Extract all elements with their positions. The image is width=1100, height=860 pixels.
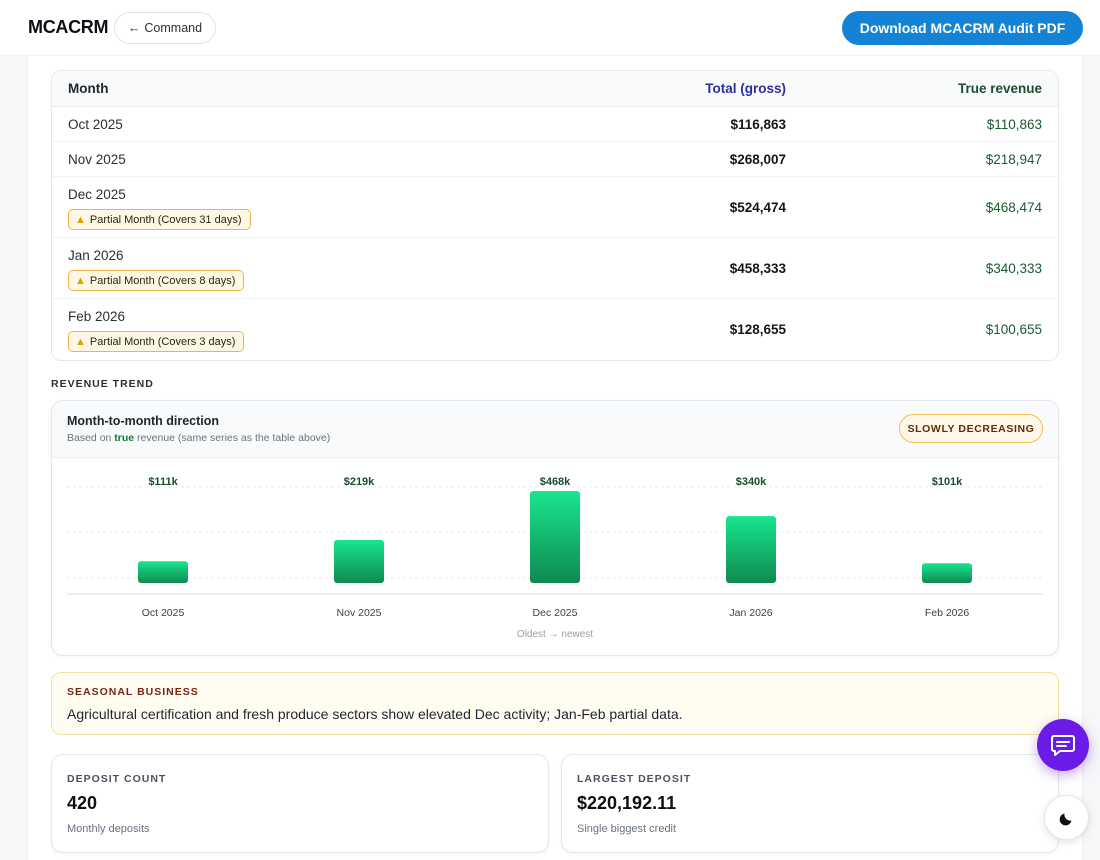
cell-total-gross: $116,863 <box>730 117 786 132</box>
table-row: Jan 2026 $458,333 $340,333 ▲ Partial Month (… <box>52 238 1058 299</box>
x-tick-label: Dec 2025 <box>533 607 578 619</box>
theme-toggle-button[interactable] <box>1044 795 1089 840</box>
revenue-bar-chart: $111k Oct 2025 $219k Nov 2025 $468k Dec 2025 $… <box>67 476 1043 640</box>
cell-month: Dec 2025 <box>68 187 126 202</box>
cell-total-gross: $524,474 <box>729 200 786 215</box>
chat-button[interactable] <box>1037 719 1089 771</box>
table-row: Oct 2025 $116,863 $110,863 <box>52 107 1058 142</box>
stat-label: DEPOSIT COUNT <box>67 773 167 785</box>
command-button[interactable]: ← Command <box>114 12 216 44</box>
x-tick-label: Oct 2025 <box>142 607 185 619</box>
stat-value: $220,192.11 <box>577 793 677 813</box>
cell-true-revenue: $340,333 <box>985 261 1042 276</box>
chat-icon <box>1051 735 1075 756</box>
table-row: Feb 2026 $128,655 $100,655 ▲ Partial Month (… <box>52 299 1058 360</box>
seasonal-label: SEASONAL BUSINESS <box>67 686 199 698</box>
bar-jan-2026 <box>726 516 776 583</box>
largest-deposit-card: LARGEST DEPOSIT $220,192.11 Single bigge… <box>561 754 1059 853</box>
data-label: $219k <box>344 476 375 488</box>
cell-month: Feb 2026 <box>68 309 126 324</box>
cell-total-gross: $128,655 <box>729 322 786 337</box>
trend-status-badge: SLOWLY DECREASING <box>899 414 1043 443</box>
monthly-revenue-table: Month Total (gross) True revenue Oct 202… <box>51 70 1059 361</box>
table-row: Dec 2025 $524,474 $468,474 ▲ Partial Month (… <box>52 177 1058 238</box>
column-true-revenue: True revenue <box>957 81 1042 96</box>
x-axis-note: Oldest → newest <box>517 629 593 640</box>
revenue-trend-card: Month-to-month direction Based on true r… <box>51 400 1059 656</box>
trend-card-header: Month-to-month direction Based on true r… <box>52 401 1058 458</box>
cell-true-revenue: $100,655 <box>985 322 1042 337</box>
cell-true-revenue: $468,474 <box>985 200 1042 215</box>
data-label: $468k <box>540 476 571 488</box>
cell-true-revenue: $110,863 <box>986 117 1042 132</box>
revenue-trend-heading: REVENUE TREND <box>51 378 154 390</box>
command-label: Command <box>144 21 203 35</box>
trend-title: Month-to-month direction <box>67 414 220 428</box>
cell-total-gross: $268,007 <box>729 152 786 167</box>
cell-month: Nov 2025 <box>68 152 126 167</box>
table-header: Month Total (gross) True revenue <box>52 71 1058 107</box>
arrow-left-icon: ← <box>127 21 141 35</box>
cell-month: Jan 2026 <box>68 248 124 263</box>
x-tick-label: Feb 2026 <box>925 607 970 619</box>
bar-nov-2025 <box>334 540 384 583</box>
download-pdf-button[interactable]: Download MCACRM Audit PDF <box>842 11 1083 45</box>
data-label: $111k <box>148 476 178 488</box>
warning-icon: ▲ <box>75 335 86 348</box>
seasonal-text: Agricultural certification and fresh pro… <box>67 706 683 722</box>
partial-month-badge: ▲ Partial Month (Covers 31 days) <box>68 209 251 230</box>
top-bar: MCACRM ← Command Download MCACRM Audit P… <box>0 0 1100 56</box>
moon-icon <box>1059 813 1071 825</box>
deposit-count-card: DEPOSIT COUNT 420 Monthly deposits <box>51 754 549 853</box>
stat-label: LARGEST DEPOSIT <box>577 773 692 785</box>
cell-month: Oct 2025 <box>68 117 123 132</box>
bar-oct-2025 <box>138 561 188 583</box>
warning-icon: ▲ <box>75 274 86 287</box>
table-body: Oct 2025 $116,863 $110,863 Nov 2025 $268,007… <box>52 107 1058 360</box>
brand-logo[interactable]: MCACRM <box>28 17 109 37</box>
warning-icon: ▲ <box>75 213 86 226</box>
table-row: Nov 2025 $268,007 $218,947 <box>52 142 1058 177</box>
data-label: $101k <box>932 476 963 488</box>
partial-month-badge: ▲ Partial Month (Covers 8 days) <box>68 270 245 291</box>
bar-feb-2026 <box>922 563 972 583</box>
stat-value: 420 <box>67 793 98 813</box>
cell-total-gross: $458,333 <box>729 261 786 276</box>
column-total-gross: Total (gross) <box>705 81 786 96</box>
data-label: $340k <box>736 476 767 488</box>
x-tick-label: Nov 2025 <box>337 607 382 619</box>
x-tick-label: Jan 2026 <box>729 607 772 619</box>
bar-dec-2025 <box>530 491 580 583</box>
partial-month-badge: ▲ Partial Month (Covers 3 days) <box>68 331 245 352</box>
trend-subtitle: Based on true revenue (same series as th… <box>67 432 331 444</box>
seasonal-business-notice: SEASONAL BUSINESS Agricultural certifica… <box>51 672 1059 735</box>
stat-subtext: Monthly deposits <box>67 823 150 835</box>
stat-subtext: Single biggest credit <box>577 823 677 835</box>
column-month: Month <box>68 81 109 96</box>
cell-true-revenue: $218,947 <box>985 152 1042 167</box>
